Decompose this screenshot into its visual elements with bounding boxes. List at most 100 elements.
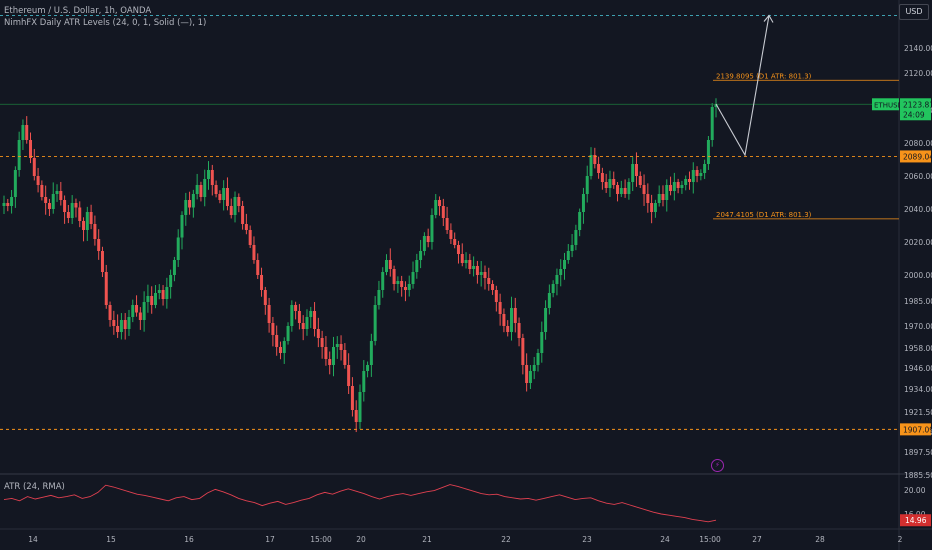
candle-body bbox=[104, 272, 108, 305]
atr-levels: 2139.8095 (D1 ATR: 801.3) 2047.4105 (D1 A… bbox=[0, 15, 899, 430]
candle-body bbox=[354, 410, 358, 422]
candle-body bbox=[29, 140, 33, 158]
lightning-icon[interactable]: ⚡ bbox=[711, 459, 724, 472]
candle-body bbox=[331, 347, 335, 365]
candle-body bbox=[706, 140, 710, 164]
current-price-label: 2123.81 bbox=[903, 100, 932, 109]
indicator-legend[interactable]: NimhFX Daily ATR Levels (24, 0, 1, Solid… bbox=[4, 18, 207, 28]
candle-body bbox=[127, 317, 131, 329]
candle-body bbox=[710, 107, 714, 140]
candle-body bbox=[547, 293, 551, 308]
candle-body bbox=[388, 260, 392, 269]
candle-body bbox=[142, 302, 146, 320]
time-tick-label: 16 bbox=[184, 535, 194, 544]
candle-body bbox=[566, 251, 570, 260]
candle-body bbox=[532, 365, 536, 371]
candle-body bbox=[653, 203, 657, 212]
price-tick-label: 1946.00 bbox=[904, 364, 932, 373]
price-tick-label: 2020.00 bbox=[904, 238, 932, 247]
atr-value-label: 14.96 bbox=[905, 516, 927, 525]
projection-arrow[interactable] bbox=[715, 14, 774, 157]
candle-body bbox=[460, 254, 464, 263]
candle-body bbox=[297, 311, 301, 323]
price-tick-label: 1934.00 bbox=[904, 385, 932, 394]
atr-legend[interactable]: ATR (24, RMA) bbox=[4, 482, 65, 492]
candle-body bbox=[559, 269, 563, 275]
candle-body bbox=[627, 182, 631, 194]
time-tick-label: 28 bbox=[815, 535, 825, 544]
candle-body bbox=[146, 296, 150, 302]
price-tick-label: 2060.00 bbox=[904, 172, 932, 181]
candle-body bbox=[282, 341, 286, 353]
candle-body bbox=[551, 284, 555, 293]
candle-body bbox=[358, 392, 362, 422]
candle-body bbox=[119, 320, 123, 332]
price-tick-label: 1885.50 bbox=[904, 471, 932, 480]
candle-body bbox=[415, 260, 419, 272]
time-tick-label: 15:00 bbox=[699, 535, 721, 544]
price-axis[interactable]: 2140.002120.002100.002080.002060.002040.… bbox=[872, 44, 932, 480]
atr-level-label: 2139.8095 (D1 ATR: 801.3) bbox=[716, 72, 812, 80]
candle-body bbox=[184, 200, 188, 215]
candle-body bbox=[116, 326, 120, 332]
time-axis[interactable]: 14 15 16 17 15:00 20 21 22 23 24 15:00 27 28 2 bbox=[28, 535, 902, 544]
projection-path bbox=[715, 15, 770, 157]
candle-body bbox=[445, 218, 449, 230]
candle-body bbox=[320, 338, 324, 347]
time-tick-label: 15:00 bbox=[310, 535, 332, 544]
candle-body bbox=[2, 203, 6, 206]
candle-body bbox=[214, 185, 218, 194]
candle-body bbox=[89, 212, 93, 224]
candle-body bbox=[260, 275, 264, 290]
candle-body bbox=[207, 170, 211, 179]
time-tick-label: 17 bbox=[265, 535, 275, 544]
candle-body bbox=[695, 170, 699, 176]
currency-button[interactable]: USD bbox=[899, 4, 929, 20]
candle-body bbox=[47, 203, 51, 209]
time-tick-label: 20 bbox=[356, 535, 366, 544]
candle-body bbox=[657, 194, 661, 203]
candle-body bbox=[44, 197, 48, 203]
candle-body bbox=[244, 224, 248, 230]
candle-body bbox=[472, 266, 476, 269]
candle-body bbox=[619, 188, 623, 194]
candle-body bbox=[419, 251, 423, 260]
candle-body bbox=[672, 182, 676, 191]
candle-body bbox=[135, 305, 139, 313]
candle-body bbox=[650, 203, 654, 212]
candle-body bbox=[82, 221, 86, 230]
candle-body bbox=[483, 272, 487, 278]
candle-body bbox=[222, 188, 226, 200]
price-tick-label: 2120.00 bbox=[904, 69, 932, 78]
arrow-head bbox=[763, 14, 774, 23]
candle-body bbox=[600, 173, 604, 182]
candle-body bbox=[176, 237, 180, 260]
atr-level-label: 2047.4105 (D1 ATR: 801.3) bbox=[716, 211, 812, 219]
candle-body bbox=[210, 170, 214, 185]
candle-body bbox=[396, 281, 400, 284]
candle-body bbox=[475, 266, 479, 275]
candle-body bbox=[578, 212, 582, 230]
candlestick-series[interactable] bbox=[2, 98, 718, 433]
candle-body bbox=[6, 203, 10, 206]
candle-body bbox=[400, 281, 404, 287]
time-tick-label: 22 bbox=[501, 535, 511, 544]
candle-body bbox=[63, 200, 67, 212]
candle-body bbox=[491, 284, 495, 290]
candle-body bbox=[97, 239, 101, 251]
candle-body bbox=[17, 140, 21, 170]
time-tick-label: 27 bbox=[752, 535, 762, 544]
candle-body bbox=[309, 311, 313, 317]
candle-body bbox=[642, 185, 646, 194]
candle-body bbox=[286, 326, 290, 341]
price-tick-label: 1985.00 bbox=[904, 297, 932, 306]
candle-body bbox=[36, 176, 40, 185]
candle-body bbox=[305, 317, 309, 329]
candle-body bbox=[112, 320, 116, 326]
candle-body bbox=[563, 260, 567, 269]
candle-body bbox=[638, 176, 642, 185]
candle-body bbox=[25, 125, 29, 140]
